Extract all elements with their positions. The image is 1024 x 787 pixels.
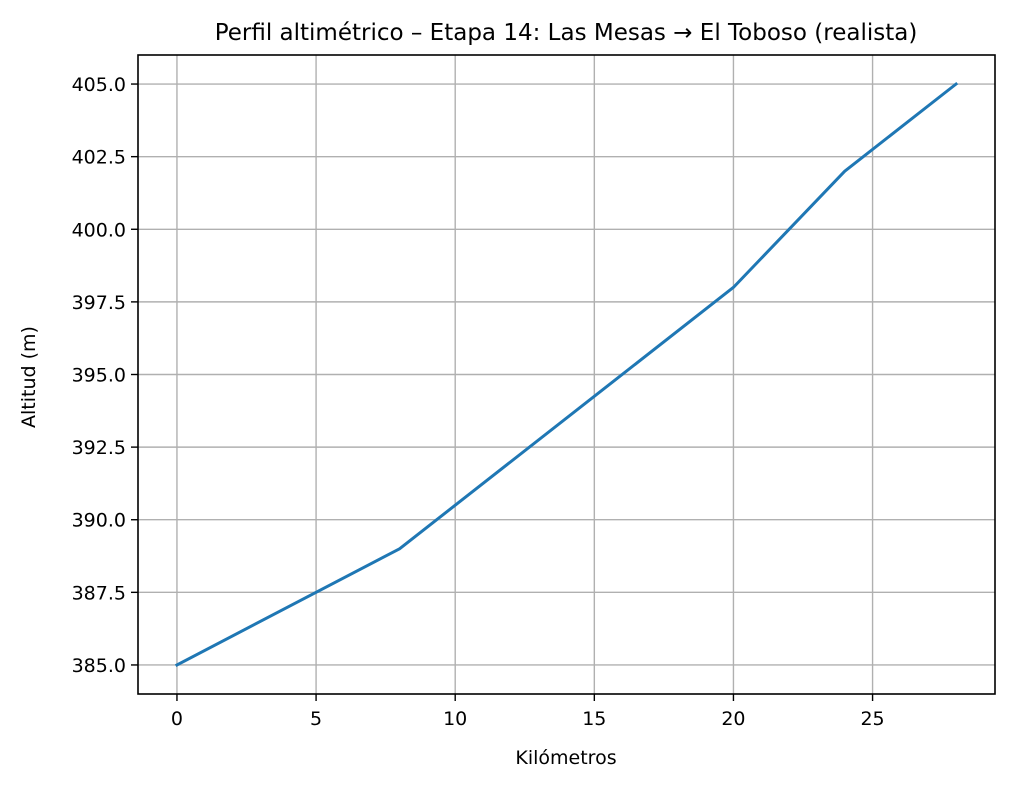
x-tick-label: 20 [721, 708, 745, 730]
y-tick-label: 390.0 [72, 510, 126, 532]
y-tick-label: 395.0 [72, 365, 126, 387]
y-axis: 385.0 387.5 390.0 392.5 395.0 397.5 400.0 402.5… [72, 74, 138, 677]
y-tick-label: 385.0 [72, 655, 126, 677]
x-tick-label: 15 [582, 708, 606, 730]
x-tick-label: 0 [171, 708, 183, 730]
y-tick-label: 387.5 [72, 582, 126, 604]
x-axis: 0 5 10 15 20 25 [171, 694, 885, 730]
x-tick-label: 10 [443, 708, 467, 730]
y-axis-label: Altitud (m) [18, 326, 40, 428]
chart-title: Perfil altimétrico – Etapa 14: Las Mesas… [215, 20, 918, 46]
altitude-series-line [174, 81, 959, 667]
y-tick-label: 400.0 [72, 219, 126, 241]
grid [138, 55, 995, 694]
y-tick-label: 397.5 [72, 292, 126, 314]
y-tick-label: 392.5 [72, 437, 126, 459]
series-layer [174, 81, 959, 667]
x-tick-label: 25 [860, 708, 884, 730]
x-tick-label: 5 [310, 708, 322, 730]
y-tick-label: 405.0 [72, 74, 126, 96]
y-tick-label: 402.5 [72, 147, 126, 169]
x-axis-label: Kilómetros [515, 747, 616, 769]
